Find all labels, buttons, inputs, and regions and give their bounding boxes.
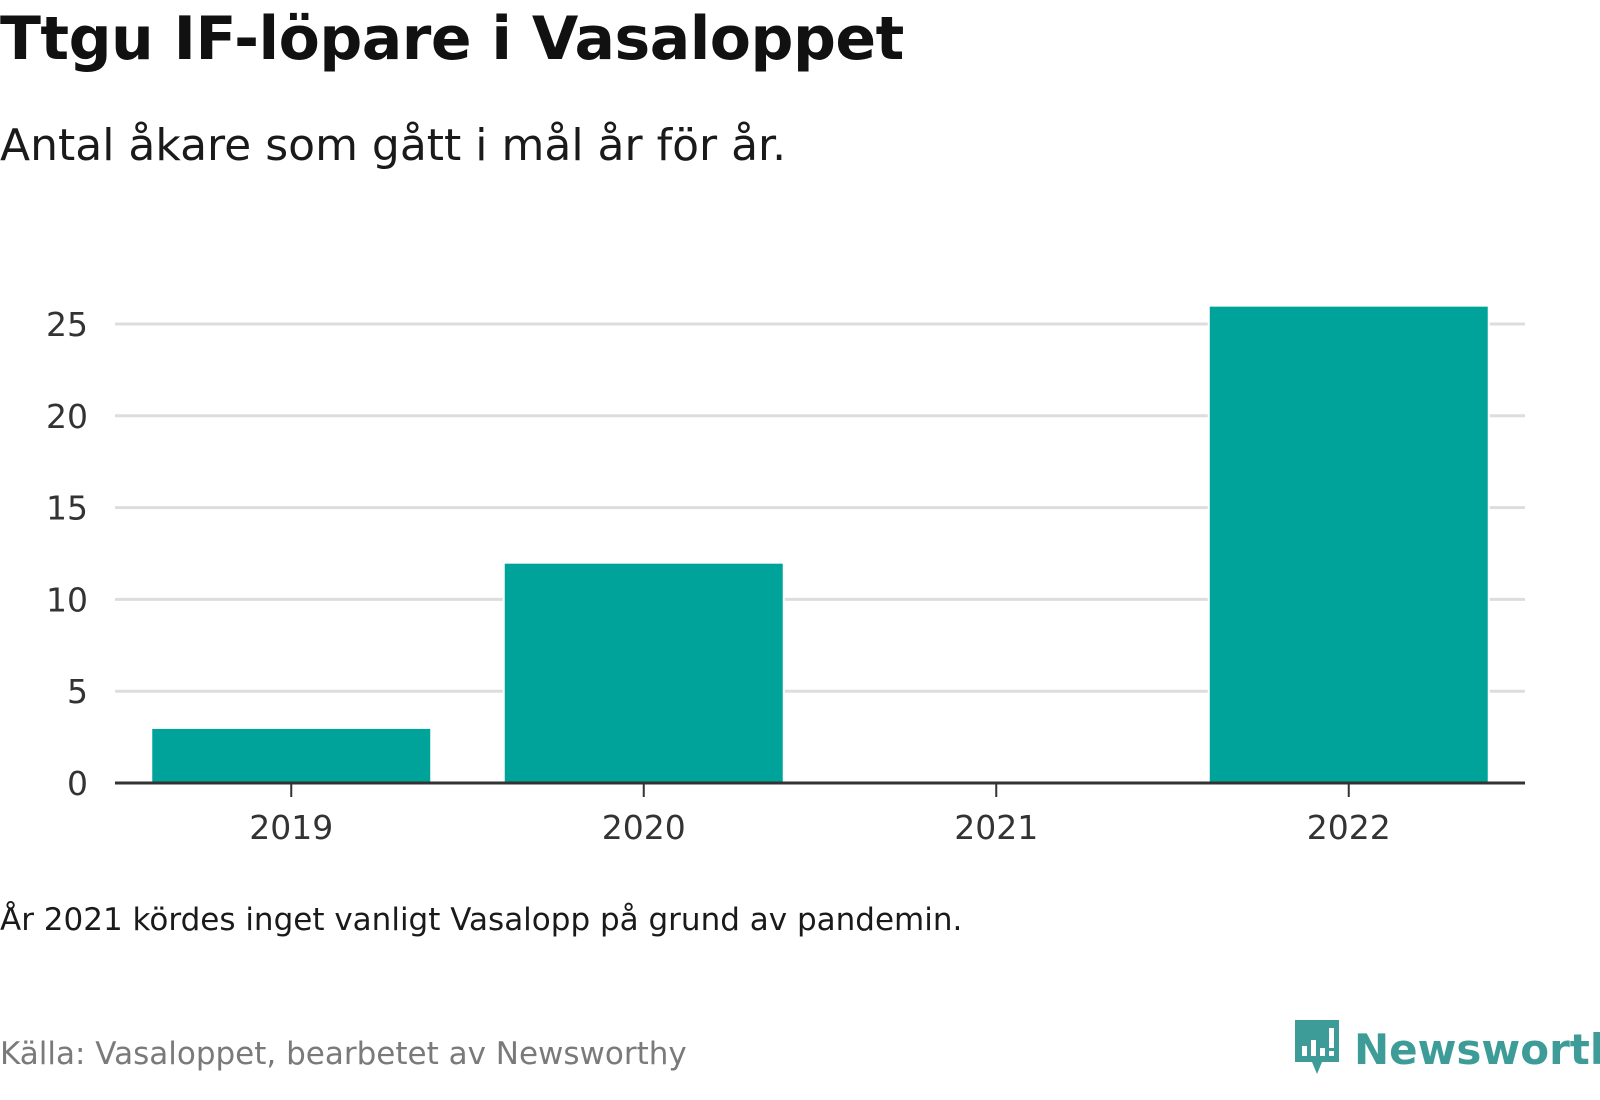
chart-note: År 2021 kördes inget vanligt Vasalopp på… xyxy=(0,902,963,938)
x-tick-label: 2021 xyxy=(954,808,1038,847)
x-tick-label: 2022 xyxy=(1307,808,1391,847)
bars xyxy=(150,304,1490,784)
source-text: Källa: Vasaloppet, bearbetet av Newswort… xyxy=(0,1036,687,1072)
bar xyxy=(1207,304,1490,784)
y-tick-label: 10 xyxy=(46,580,88,619)
y-tick-label: 5 xyxy=(67,672,88,711)
y-tick-label: 15 xyxy=(46,489,88,528)
bar xyxy=(502,561,785,784)
y-tick-label: 20 xyxy=(46,397,88,436)
y-tick-label: 0 xyxy=(67,764,88,803)
y-tick-label: 25 xyxy=(46,305,88,344)
x-axis xyxy=(115,781,1525,797)
tick-labels: 0 5 10 15 20 25 2019 2020 2021 2022 xyxy=(46,305,1391,847)
page-subtitle: Antal åkare som gått i mål år för år. xyxy=(0,120,787,171)
brand-name: Newsworthy xyxy=(1354,1024,1600,1074)
x-tick-label: 2019 xyxy=(249,808,333,847)
x-tick-label: 2020 xyxy=(602,808,686,847)
brand-logo: Newsworthy xyxy=(1292,1018,1600,1080)
page-title: Ttgu IF-löpare i Vasaloppet xyxy=(0,4,904,74)
newsworthy-chart-logo-icon xyxy=(1292,1018,1342,1080)
bar xyxy=(150,726,433,784)
bar-chart: 0 5 10 15 20 25 2019 2020 2021 2022 xyxy=(46,304,1525,847)
